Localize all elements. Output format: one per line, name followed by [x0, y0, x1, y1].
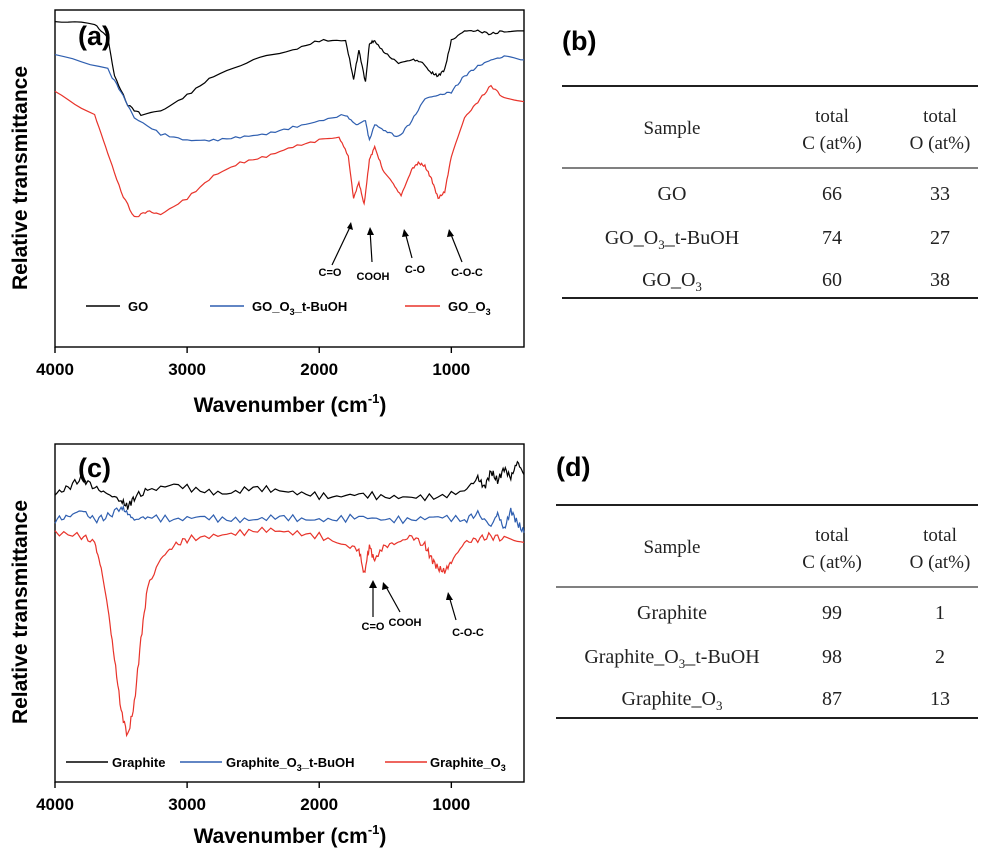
x-tick-label: 3000 — [168, 795, 206, 814]
table-b-header-o-top: total — [923, 106, 957, 127]
panel-a-chart: 4000 3000 2000 1000 (a) Relative transmitta… — [9, 9, 525, 417]
panel-a-annotation-c-o-double: C=O — [319, 222, 353, 279]
table-row: Graphite_O3_t-BuOH 98 2 — [584, 646, 945, 671]
panel-a-xlabel: Wavenumber (cm-1) — [194, 391, 387, 417]
table-d-header-o-top: total — [923, 525, 957, 546]
table-row: Graphite_O3 87 13 — [622, 688, 950, 713]
panel-a-ylabel: Relative transmittance — [9, 66, 32, 290]
panel-c-annotation-c-o-double: C=O — [362, 580, 385, 633]
table-b-header-c-top: total — [815, 106, 849, 127]
panel-c-frame — [54, 443, 525, 783]
table-row: GO 66 33 — [658, 183, 950, 205]
legend-label-go-o3: GO_O3 — [448, 299, 491, 317]
panel-c-annotation-c-o-c: C-O-C — [446, 592, 484, 639]
table-d-row2-sample: Graphite_O3_t-BuOH — [584, 646, 759, 671]
legend-label-graphite-o3-tbuoh: Graphite_O3_t-BuOH — [226, 755, 355, 773]
x-tick-label: 4000 — [36, 795, 74, 814]
table-b-row2-c: 74 — [822, 227, 842, 249]
annotation-c-double-o-label: C=O — [362, 621, 385, 633]
panel-a-annotation-c-o: C-O — [402, 229, 426, 276]
annotation-c-o-c-label: C-O-C — [451, 267, 483, 279]
table-b-header-sample: Sample — [644, 118, 701, 139]
x-tick-label: 1000 — [432, 360, 470, 379]
table-row: GO_O3_t-BuOH 74 27 — [605, 227, 950, 252]
series-line-go — [54, 21, 525, 117]
legend-label-graphite: Graphite — [112, 755, 165, 770]
table-row: GO_O3 60 38 — [642, 269, 950, 294]
series-line-graphite-o3 — [54, 526, 525, 738]
table-b-row1-sample: GO — [658, 183, 687, 205]
annotation-c-o-double-label: C=O — [319, 267, 342, 279]
x-tick-label: 2000 — [300, 795, 338, 814]
table-d: (d) Sample total C (at%) total O (at%) G… — [556, 452, 978, 719]
panel-c-label: (c) — [78, 453, 111, 483]
panel-a-annotation-cooh: COOH — [357, 227, 390, 283]
panel-a-series — [54, 21, 525, 218]
table-d-header-sample: Sample — [644, 537, 701, 558]
table-b-row3-o: 38 — [930, 269, 950, 291]
panel-c-series — [54, 460, 525, 738]
table-b-row2-o: 27 — [930, 227, 950, 249]
table-b-row3-c: 60 — [822, 269, 842, 291]
series-line-go-o3 — [54, 84, 525, 218]
table-b: (b) Sample total C (at%) total O (at%) G… — [562, 26, 978, 299]
table-b-header-c-bottom: C (at%) — [802, 133, 862, 154]
annotation-c-o-label: C-O — [405, 264, 426, 276]
table-d-header-c-bottom: C (at%) — [802, 552, 862, 573]
annotation-c-coc-label: C-O-C — [452, 627, 484, 639]
table-b-row1-o: 33 — [930, 183, 950, 205]
panel-c-chart: 4000 3000 2000 1000 (c) Relative transmitta… — [9, 443, 525, 848]
table-b-row3-sample: GO_O3 — [642, 269, 702, 294]
x-tick-label: 3000 — [168, 360, 206, 379]
table-d-row3-sample: Graphite_O3 — [622, 688, 723, 713]
series-line-graphite — [54, 460, 525, 510]
panel-c-ticks: 4000 3000 2000 1000 — [36, 782, 470, 814]
x-tick-label: 1000 — [432, 795, 470, 814]
table-d-row2-c: 98 — [822, 646, 842, 668]
table-b-label: (b) — [562, 26, 596, 56]
x-tick-label: 4000 — [36, 360, 74, 379]
legend-label-go-o3-tbuoh: GO_O3_t-BuOH — [252, 299, 347, 317]
annotation-c-cooh-label: COOH — [389, 617, 422, 629]
legend-label-graphite-o3: Graphite_O3 — [430, 755, 506, 773]
table-d-row3-c: 87 — [822, 688, 842, 710]
legend-label-go: GO — [128, 299, 148, 314]
table-d-row1-o: 1 — [935, 602, 945, 624]
table-d-row2-o: 2 — [935, 646, 945, 668]
table-b-header-o-bottom: O (at%) — [910, 133, 971, 154]
panel-c-annotation-cooh: COOH — [382, 582, 422, 629]
table-b-row1-c: 66 — [822, 183, 842, 205]
x-tick-label: 2000 — [300, 360, 338, 379]
series-line-go-o3-t-buoh — [54, 54, 525, 142]
panel-c-legend: Graphite Graphite_O3_t-BuOH Graphite_O3 — [66, 755, 506, 773]
panel-a-ticks: 4000 3000 2000 1000 — [36, 347, 470, 379]
table-d-row3-o: 13 — [930, 688, 950, 710]
panel-a-frame — [54, 9, 525, 348]
table-d-header-o-bottom: O (at%) — [910, 552, 971, 573]
table-d-header-c-top: total — [815, 525, 849, 546]
panel-c-xlabel: Wavenumber (cm-1) — [194, 822, 387, 848]
table-d-row1-c: 99 — [822, 602, 842, 624]
table-d-row1-sample: Graphite — [637, 602, 707, 624]
panel-a-annotation-c-o-c: C-O-C — [447, 229, 483, 279]
panel-a-label: (a) — [78, 21, 111, 51]
table-d-label: (d) — [556, 452, 590, 482]
table-b-row2-sample: GO_O3_t-BuOH — [605, 227, 739, 252]
table-row: Graphite 99 1 — [637, 602, 945, 624]
panel-a-legend: GO GO_O3_t-BuOH GO_O3 — [86, 299, 491, 317]
panel-c-ylabel: Relative transmittance — [9, 500, 32, 724]
series-line-graphite-o3-t-buoh — [54, 504, 525, 533]
annotation-cooh-label: COOH — [357, 271, 390, 283]
